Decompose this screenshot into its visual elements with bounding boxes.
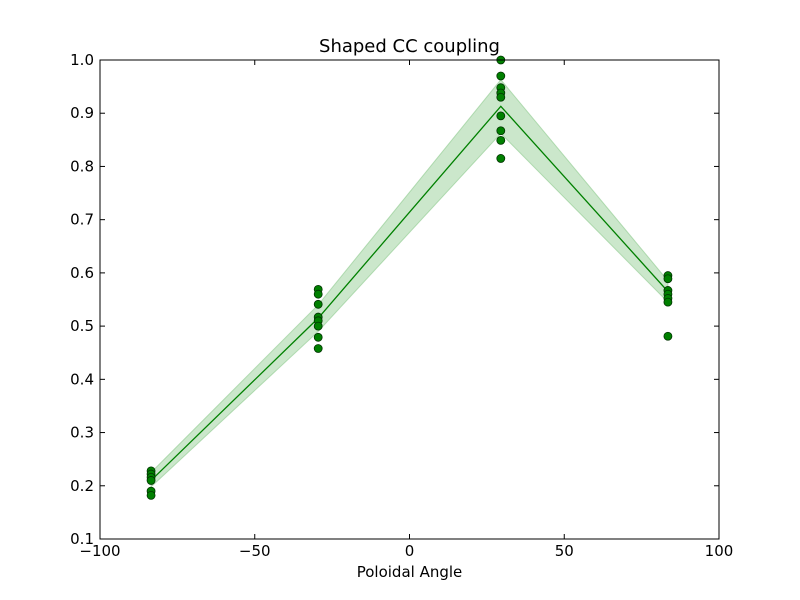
data-point <box>663 331 673 341</box>
y-tick-label: 0.4 <box>70 370 94 388</box>
data-point <box>313 332 323 342</box>
x-tick-label: 0 <box>405 542 415 560</box>
x-axis-label: Poloidal Angle <box>357 563 463 581</box>
data-point <box>313 299 323 309</box>
y-tick-labels: 0.1 0.2 0.3 0.4 0.5 0.6 0.7 0.8 0.9 1.0 <box>70 51 94 548</box>
chart-title: Shaped CC coupling <box>319 36 500 57</box>
data-point <box>496 92 506 102</box>
x-tick-label: 100 <box>705 542 734 560</box>
y-tick-label: 0.7 <box>70 211 94 229</box>
y-tick-label: 0.1 <box>70 530 94 548</box>
data-points-layer <box>146 55 673 500</box>
data-point <box>496 111 506 121</box>
fit-line-layer <box>150 105 669 481</box>
x-tick-label: −50 <box>239 542 271 560</box>
y-tick-label: 1.0 <box>70 51 94 69</box>
x-tick-label: −100 <box>79 542 120 560</box>
y-tick-label: 0.5 <box>70 317 94 335</box>
data-point <box>313 289 323 299</box>
ticks-layer <box>99 59 720 540</box>
data-point <box>496 126 506 136</box>
x-tick-labels: −100 −50 0 50 100 <box>79 542 733 560</box>
y-tick-label: 0.2 <box>70 477 94 495</box>
y-tick-label: 0.8 <box>70 157 94 175</box>
data-point <box>496 135 506 145</box>
y-tick-label: 0.9 <box>70 104 94 122</box>
data-point <box>663 297 673 307</box>
data-point <box>313 344 323 353</box>
fit-line <box>150 105 669 481</box>
data-point <box>313 321 323 331</box>
data-point <box>496 154 506 163</box>
data-point <box>663 274 673 284</box>
y-tick-label: 0.6 <box>70 264 94 282</box>
x-tick-label: 50 <box>555 542 574 560</box>
data-point <box>146 490 156 500</box>
y-tick-label: 0.3 <box>70 424 94 442</box>
data-point <box>496 71 506 81</box>
data-point <box>146 476 156 485</box>
